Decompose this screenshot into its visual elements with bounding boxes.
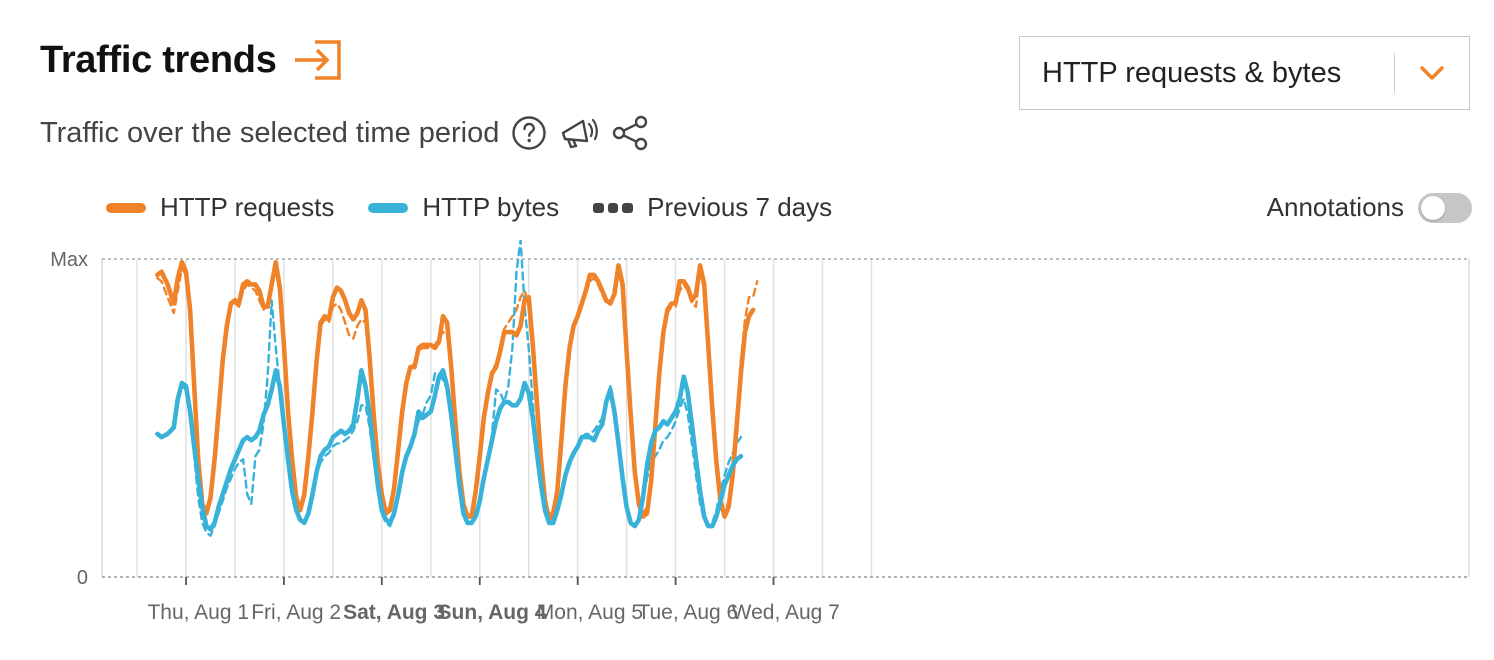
legend-swatch-bytes [368, 202, 409, 213]
x-tick-label: Mon, Aug 5 [537, 601, 643, 624]
legend-swatch-previous [593, 202, 634, 213]
megaphone-icon[interactable] [559, 115, 599, 151]
x-tick-label: Sat, Aug 3 [343, 601, 445, 624]
annotations-label: Annotations [1266, 192, 1404, 222]
x-tick-label: Fri, Aug 2 [251, 601, 341, 624]
y-tick-label-max: Max [50, 249, 88, 271]
chart-legend: HTTP requests HTTP bytes Previous 7 days [106, 192, 866, 223]
series-line-http-bytes[interactable] [155, 368, 744, 532]
metric-select[interactable]: HTTP requests & bytes [1019, 36, 1470, 110]
x-tick-label: Tue, Aug 6 [637, 601, 738, 624]
legend-label-bytes: HTTP bytes [422, 192, 560, 222]
metric-select-divider [1394, 53, 1395, 93]
annotations-control: Annotations [1267, 192, 1472, 223]
annotations-toggle[interactable] [1418, 192, 1472, 223]
legend-swatch-requests [106, 202, 146, 213]
x-tick-label: Wed, Aug 7 [732, 601, 840, 624]
share-icon[interactable] [611, 114, 649, 152]
enter-icon[interactable] [293, 38, 345, 82]
legend-item-http-bytes[interactable]: HTTP bytes [368, 192, 559, 223]
page-title: Traffic trends [40, 38, 277, 81]
help-circle-icon[interactable] [511, 115, 547, 151]
metric-select-value: HTTP requests & bytes [1042, 56, 1342, 89]
chart-series [155, 240, 759, 537]
subtitle-row: Traffic over the selected time period [40, 114, 649, 152]
legend-item-http-requests[interactable]: HTTP requests [106, 192, 334, 223]
metric-select-chevron[interactable] [1395, 65, 1469, 81]
chart-grid [101, 258, 1470, 578]
x-tick-label: Thu, Aug 1 [147, 601, 249, 624]
header-title-group: Traffic trends [40, 38, 345, 82]
subtitle-text: Traffic over the selected time period [40, 116, 500, 149]
legend-label-previous: Previous 7 days [647, 192, 833, 222]
chevron-down-icon [1420, 66, 1444, 80]
y-tick-label-zero: 0 [77, 567, 88, 589]
annotations-toggle-knob [1421, 195, 1445, 220]
legend-label-requests: HTTP requests [160, 192, 335, 222]
legend-item-previous-7-days[interactable]: Previous 7 days [593, 192, 832, 223]
x-tick-label: Sun, Aug 4 [438, 601, 547, 624]
